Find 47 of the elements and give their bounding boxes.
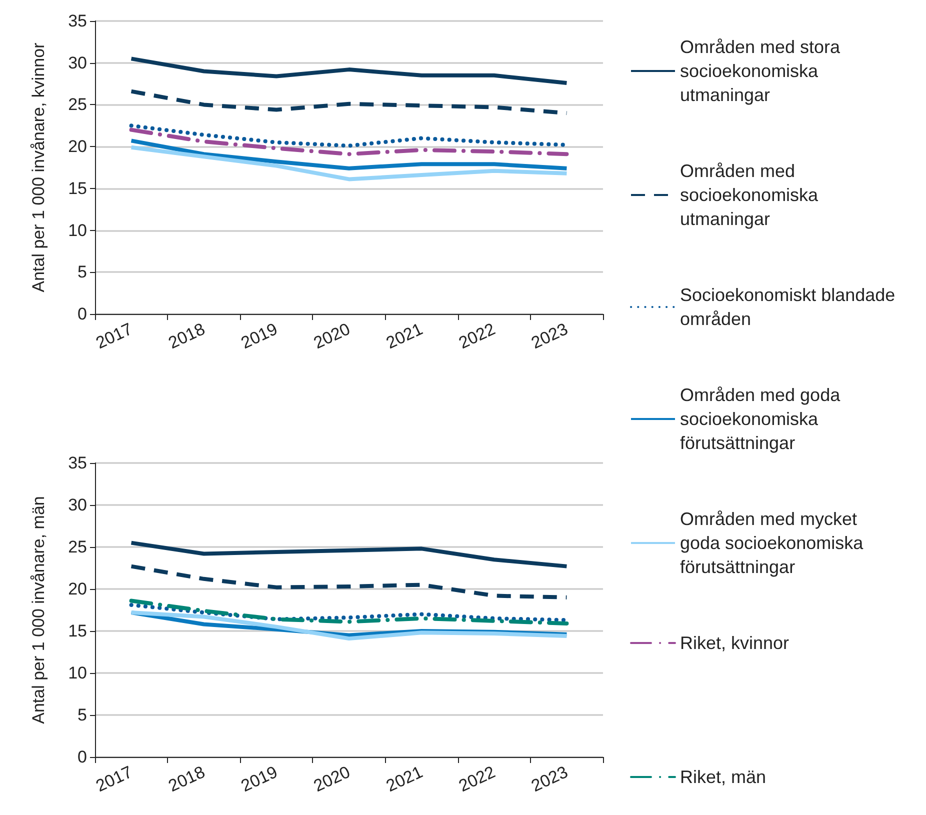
x-tick-label: 2020 — [310, 319, 354, 353]
y-tick-label: 0 — [78, 304, 87, 324]
y-tick-label: 15 — [68, 178, 87, 198]
line-series — [129, 540, 569, 568]
y-axis-title: Antal per 1 000 invånare, kvinnor — [29, 42, 48, 292]
legend-label: Områden med stora socioekonomiska utmaningar — [680, 37, 846, 105]
x-tick-label: 2022 — [456, 319, 498, 353]
x-tick-label: 2019 — [238, 319, 280, 353]
legend-label: Områden med mycket goda socioekonomiska förutsättningar — [680, 509, 868, 577]
line-series — [129, 138, 569, 170]
y-tick-label: 20 — [68, 580, 87, 598]
y-tick-label: 0 — [78, 748, 87, 766]
x-tick-label: 2017 — [93, 319, 136, 353]
x-tick-label: 2022 — [456, 762, 498, 796]
legend-label: Riket, kvinnor — [680, 633, 790, 653]
y-tick-label: 35 — [68, 454, 87, 472]
y-tick-label: 5 — [78, 262, 87, 282]
x-tick-label: 2023 — [528, 319, 571, 353]
x-tick-label: 2021 — [383, 319, 426, 353]
line-series — [129, 598, 569, 626]
y-tick-label: 5 — [78, 706, 87, 724]
y-tick-label: 30 — [68, 53, 87, 72]
x-tick-label: 2021 — [383, 762, 426, 796]
x-tick-label: 2018 — [166, 319, 208, 353]
y-tick-label: 10 — [68, 220, 87, 240]
line-series — [129, 128, 569, 156]
x-tick-label: 2018 — [166, 762, 208, 796]
y-axis-title: Antal per 1 000 invånare, män — [29, 496, 48, 724]
y-tick-label: 25 — [68, 95, 87, 114]
y-tick-label: 20 — [68, 137, 87, 156]
y-tick-label: 35 — [68, 12, 87, 30]
legend-label: Områden med socioekonomiska utmaningar — [680, 161, 824, 229]
line-series — [129, 56, 569, 85]
line-series — [129, 564, 569, 600]
x-tick-label: 2019 — [238, 762, 280, 796]
x-tick-label: 2017 — [93, 762, 136, 796]
legend-label: Riket, män — [680, 767, 766, 787]
y-tick-label: 25 — [68, 538, 87, 556]
x-tick-label: 2023 — [528, 762, 571, 796]
line-series — [129, 89, 569, 116]
y-tick-label: 30 — [68, 496, 87, 514]
legend-label: Socioekonomiskt blandade områden — [680, 285, 900, 329]
line-series — [129, 145, 569, 182]
y-tick-label: 15 — [68, 622, 87, 640]
legend-label: Områden med goda socioekonomiska förutsättningar — [680, 385, 846, 453]
x-tick-label: 2020 — [310, 762, 354, 796]
y-tick-label: 10 — [68, 664, 87, 682]
